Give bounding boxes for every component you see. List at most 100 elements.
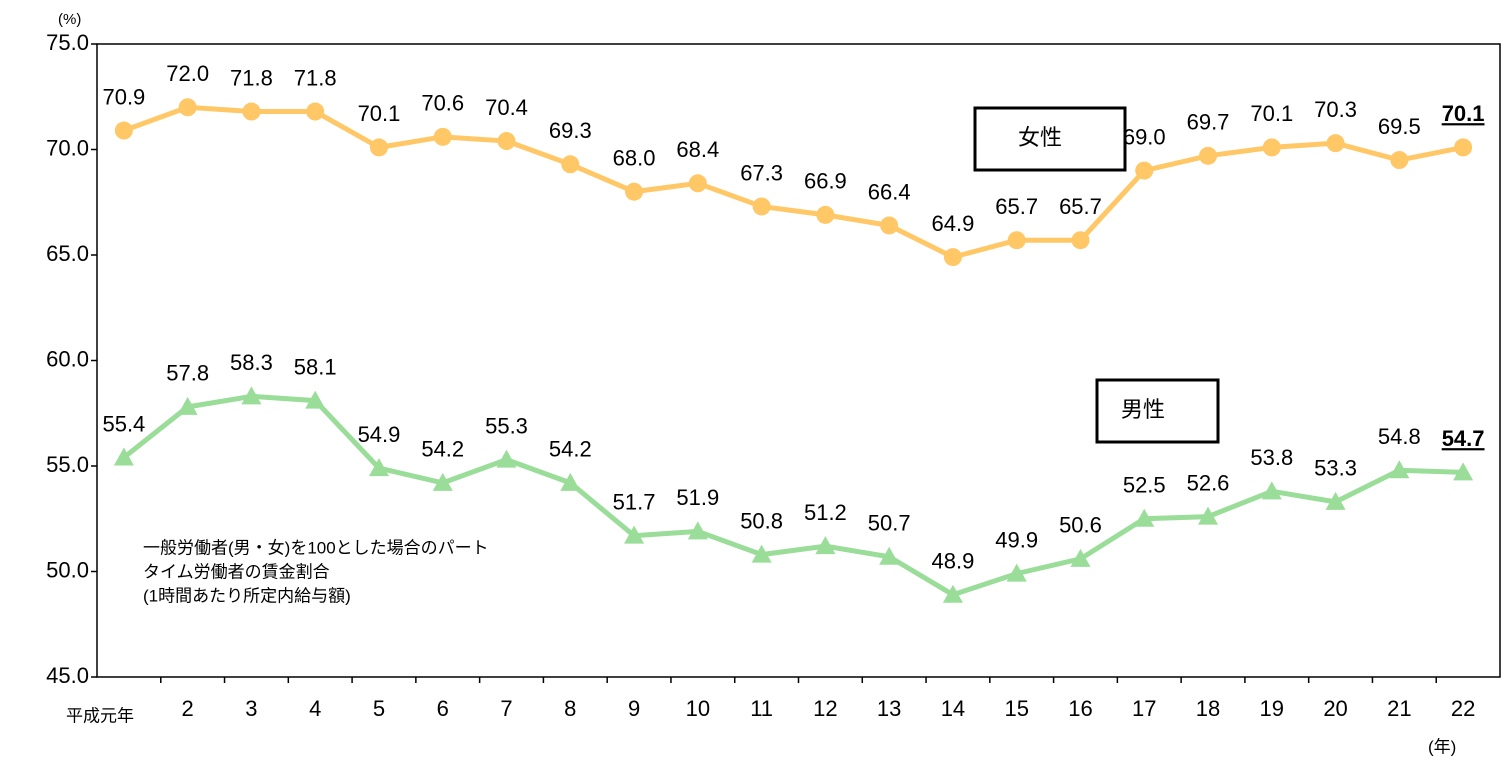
value-label: 54.2 — [421, 437, 464, 462]
y-tick-label: 45.0 — [46, 663, 89, 688]
y-tick-label: 55.0 — [46, 452, 89, 477]
y-tick-label: 60.0 — [46, 346, 89, 371]
value-label: 49.9 — [995, 527, 1038, 552]
value-label: 69.3 — [549, 118, 592, 143]
note: (1時間あたり所定内給与額) — [143, 586, 351, 605]
note: 一般労働者(男・女)を100とした場合のパート — [143, 538, 489, 557]
value-label: 64.9 — [932, 211, 975, 236]
value-label: 70.1 — [1442, 101, 1485, 126]
value-label: 70.1 — [358, 101, 401, 126]
marker — [177, 396, 198, 415]
value-label: 67.3 — [740, 160, 783, 185]
marker — [1389, 460, 1410, 479]
y-tick-label: 70.0 — [46, 135, 89, 160]
x-tick-label: 22 — [1451, 696, 1475, 721]
x-tick-label: 17 — [1132, 696, 1156, 721]
value-label: 57.8 — [166, 361, 209, 386]
value-label: 51.2 — [804, 500, 847, 525]
marker — [752, 197, 771, 216]
value-label: 70.3 — [1314, 97, 1357, 122]
marker — [242, 102, 261, 121]
value-label: 54.2 — [549, 437, 592, 462]
marker — [113, 447, 134, 466]
marker — [879, 546, 900, 565]
x-tick-label: 6 — [437, 696, 449, 721]
marker — [1390, 151, 1409, 170]
marker — [1262, 138, 1281, 157]
marker — [1135, 161, 1154, 180]
value-label: 50.6 — [1059, 513, 1102, 538]
x-tick-label: 8 — [564, 696, 576, 721]
value-label: 51.7 — [613, 489, 656, 514]
value-label: 71.8 — [230, 65, 273, 90]
marker — [687, 521, 708, 540]
value-label: 52.5 — [1123, 473, 1166, 498]
marker — [497, 132, 516, 151]
marker — [1454, 138, 1473, 157]
legend-box — [973, 106, 1127, 172]
marker — [432, 472, 453, 491]
marker — [306, 102, 325, 121]
legend-label: 男性 — [1121, 397, 1165, 422]
x-tick-label: 18 — [1196, 696, 1220, 721]
x-tick-label: 2 — [182, 696, 194, 721]
y-tick-label: 50.0 — [46, 557, 89, 582]
x-tick-label: 10 — [686, 696, 710, 721]
value-label: 52.6 — [1187, 470, 1230, 495]
x-unit: (年) — [1428, 737, 1456, 756]
legend-label: 女性 — [1018, 125, 1062, 150]
value-label: 51.9 — [676, 485, 719, 510]
value-label: 71.8 — [294, 65, 337, 90]
marker — [1007, 231, 1026, 250]
marker — [1006, 563, 1027, 582]
marker — [305, 390, 326, 409]
value-label: 69.7 — [1187, 110, 1230, 135]
x-tick-label: 14 — [941, 696, 965, 721]
marker — [433, 127, 452, 146]
marker — [1071, 231, 1090, 250]
marker — [816, 205, 835, 224]
marker — [368, 458, 389, 477]
value-label: 69.0 — [1123, 124, 1166, 149]
marker — [496, 449, 517, 468]
x-tick-label: 15 — [1004, 696, 1028, 721]
marker — [1134, 508, 1155, 527]
marker — [1199, 146, 1218, 165]
value-label: 53.8 — [1250, 445, 1293, 470]
marker — [751, 544, 772, 563]
marker — [241, 386, 262, 405]
marker — [688, 174, 707, 193]
x-tick-label: 19 — [1260, 696, 1284, 721]
value-label: 65.7 — [1059, 194, 1102, 219]
value-label: 50.7 — [868, 511, 911, 536]
value-label: 54.8 — [1378, 424, 1421, 449]
marker — [625, 182, 644, 201]
marker — [1070, 548, 1091, 567]
x-tick-label: 平成元年 — [66, 706, 134, 725]
value-label: 48.9 — [932, 549, 975, 574]
marker — [942, 584, 963, 603]
value-label: 53.3 — [1314, 456, 1357, 481]
marker — [1453, 462, 1474, 481]
value-label: 69.5 — [1378, 114, 1421, 139]
series-line — [123, 104, 1464, 260]
x-tick-label: 11 — [750, 696, 773, 721]
marker — [114, 121, 133, 140]
value-label: 66.9 — [804, 169, 847, 194]
marker — [369, 138, 388, 157]
x-tick-label: 3 — [245, 696, 257, 721]
x-tick-label: 4 — [309, 696, 321, 721]
x-tick-label: 7 — [500, 696, 512, 721]
x-tick-label: 12 — [813, 696, 837, 721]
value-label: 55.4 — [102, 411, 145, 436]
x-tick-label: 16 — [1068, 696, 1092, 721]
value-label: 54.9 — [358, 422, 401, 447]
x-tick-label: 21 — [1387, 696, 1411, 721]
value-label: 65.7 — [995, 194, 1038, 219]
x-tick-label: 9 — [628, 696, 640, 721]
value-label: 70.1 — [1250, 101, 1293, 126]
legend-box — [1095, 378, 1220, 444]
marker — [1325, 491, 1346, 510]
value-label: 70.4 — [485, 95, 528, 120]
